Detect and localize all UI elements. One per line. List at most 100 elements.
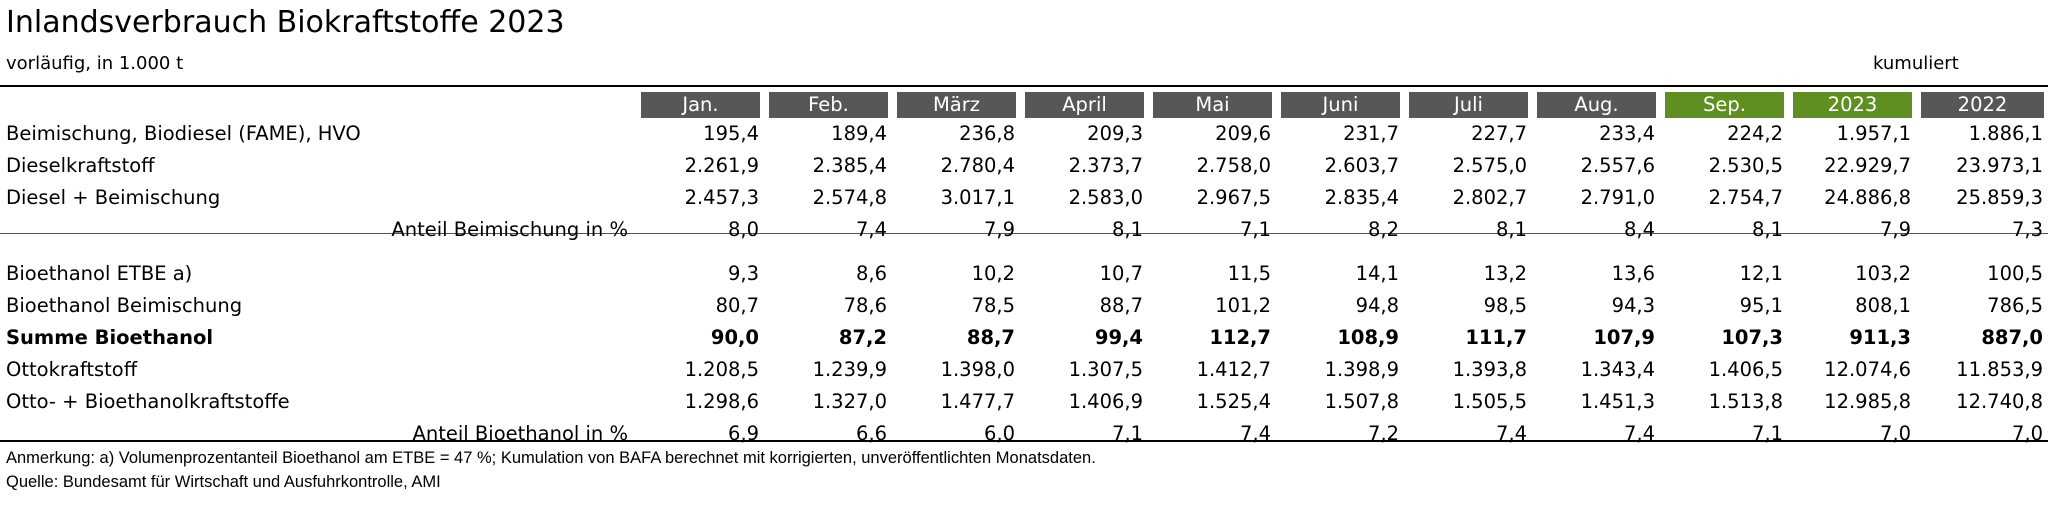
cell: 2.835,4 bbox=[1324, 186, 1399, 209]
cell: 7,3 bbox=[2011, 218, 2043, 241]
cell: 2.603,7 bbox=[1324, 154, 1399, 177]
cell: 7,4 bbox=[1239, 422, 1271, 445]
cell: 8,2 bbox=[1367, 218, 1399, 241]
spacer-cell bbox=[0, 246, 2048, 258]
cell: 7,4 bbox=[855, 218, 887, 241]
cell: 2.457,3 bbox=[684, 186, 759, 209]
table-row: Bioethanol ETBE a) 9,3 8,6 10,2 10,7 11,… bbox=[0, 258, 2048, 290]
cell: 1.398,0 bbox=[940, 358, 1015, 381]
header-label: 2022 bbox=[1921, 91, 2044, 118]
cell: 10,2 bbox=[971, 262, 1015, 285]
cell: 88,7 bbox=[966, 326, 1015, 349]
cell: 8,6 bbox=[855, 262, 887, 285]
cell: 8,1 bbox=[1751, 218, 1783, 241]
header-label: Juni bbox=[1281, 91, 1400, 118]
cell: 7,1 bbox=[1751, 422, 1783, 445]
cell: 107,9 bbox=[1593, 326, 1655, 349]
data-table: Jan. Feb. März April Mai Juni Juli Aug. … bbox=[0, 91, 2048, 450]
cell: 1.406,9 bbox=[1068, 390, 1143, 413]
row-label: Anteil Bioethanol in % bbox=[412, 422, 628, 445]
cell: 24.886,8 bbox=[1824, 186, 1911, 209]
cell: 233,4 bbox=[1599, 122, 1655, 145]
cell: 8,4 bbox=[1623, 218, 1655, 241]
row-label: Ottokraftstoff bbox=[6, 358, 138, 381]
row-label: Otto- + Bioethanolkraftstoffe bbox=[6, 390, 290, 413]
header-label: Aug. bbox=[1537, 91, 1656, 118]
row-label: Diesel + Beimischung bbox=[6, 186, 221, 209]
cell: 1.398,9 bbox=[1324, 358, 1399, 381]
cell: 2.261,9 bbox=[684, 154, 759, 177]
cell: 2.575,0 bbox=[1452, 154, 1527, 177]
cell: 2.583,0 bbox=[1068, 186, 1143, 209]
cell: 195,4 bbox=[703, 122, 759, 145]
cell: 87,2 bbox=[838, 326, 887, 349]
cell: 101,2 bbox=[1215, 294, 1271, 317]
header-sep: Sep. bbox=[1660, 91, 1788, 118]
cell: 1.525,4 bbox=[1196, 390, 1271, 413]
cell: 2.574,8 bbox=[812, 186, 887, 209]
cell: 189,4 bbox=[831, 122, 887, 145]
header-april: April bbox=[1020, 91, 1148, 118]
cell: 99,4 bbox=[1094, 326, 1143, 349]
cell: 1.886,1 bbox=[1968, 122, 2043, 145]
header-row: Jan. Feb. März April Mai Juni Juli Aug. … bbox=[0, 91, 2048, 118]
cell: 108,9 bbox=[1337, 326, 1399, 349]
header-label-cell bbox=[0, 91, 636, 118]
cell: 1.393,8 bbox=[1452, 358, 1527, 381]
cell: 10,7 bbox=[1099, 262, 1143, 285]
cell: 3.017,1 bbox=[940, 186, 1015, 209]
cell: 13,6 bbox=[1611, 262, 1655, 285]
cell: 95,1 bbox=[1739, 294, 1783, 317]
table-row: Ottokraftstoff 1.208,5 1.239,9 1.398,0 1… bbox=[0, 354, 2048, 386]
header-label: April bbox=[1025, 91, 1144, 118]
section-divider bbox=[0, 233, 2048, 234]
cell: 78,6 bbox=[843, 294, 887, 317]
cell: 6,0 bbox=[983, 422, 1015, 445]
cell: 1.298,6 bbox=[684, 390, 759, 413]
cell: 1.477,7 bbox=[940, 390, 1015, 413]
cell: 78,5 bbox=[971, 294, 1015, 317]
cell: 8,1 bbox=[1111, 218, 1143, 241]
cell: 1.406,5 bbox=[1708, 358, 1783, 381]
cell: 1.505,5 bbox=[1452, 390, 1527, 413]
cell: 1.343,4 bbox=[1580, 358, 1655, 381]
top-rule bbox=[0, 85, 2048, 87]
header-label: Jan. bbox=[641, 91, 760, 118]
row-label: Bioethanol ETBE a) bbox=[6, 262, 193, 285]
spacer-row bbox=[0, 246, 2048, 258]
row-label: Bioethanol Beimischung bbox=[6, 294, 243, 317]
cell: 1.307,5 bbox=[1068, 358, 1143, 381]
cell: 236,8 bbox=[959, 122, 1015, 145]
cell: 2.758,0 bbox=[1196, 154, 1271, 177]
page-title: Inlandsverbrauch Biokraftstoffe 2023 bbox=[6, 5, 565, 40]
cell: 8,0 bbox=[727, 218, 759, 241]
cell: 88,7 bbox=[1099, 294, 1143, 317]
cell: 7,4 bbox=[1495, 422, 1527, 445]
cell: 111,7 bbox=[1465, 326, 1527, 349]
cell: 22.929,7 bbox=[1824, 154, 1911, 177]
cell: 107,3 bbox=[1721, 326, 1783, 349]
subtitle: vorläufig, in 1.000 t bbox=[6, 53, 184, 74]
cell: 7,1 bbox=[1111, 422, 1143, 445]
cell: 7,0 bbox=[2011, 422, 2043, 445]
row-label: Beimischung, Biodiesel (FAME), HVO bbox=[6, 122, 361, 145]
cell: 7,1 bbox=[1239, 218, 1271, 241]
kumuliert-label: kumuliert bbox=[1873, 53, 1959, 74]
cell: 2.557,6 bbox=[1580, 154, 1655, 177]
cell: 1.412,7 bbox=[1196, 358, 1271, 381]
cell: 98,5 bbox=[1483, 294, 1527, 317]
source-note: Quelle: Bundesamt für Wirtschaft und Aus… bbox=[6, 473, 441, 491]
header-2022: 2022 bbox=[1916, 91, 2048, 118]
cell: 23.973,1 bbox=[1956, 154, 2043, 177]
footnote: Anmerkung: a) Volumenprozentanteil Bioet… bbox=[6, 449, 1096, 467]
cell: 2.530,5 bbox=[1708, 154, 1783, 177]
header-mai: Mai bbox=[1148, 91, 1276, 118]
cell: 7,2 bbox=[1367, 422, 1399, 445]
cell: 12.740,8 bbox=[1956, 390, 2043, 413]
cell: 14,1 bbox=[1355, 262, 1399, 285]
cell: 94,8 bbox=[1355, 294, 1399, 317]
cell: 12.985,8 bbox=[1824, 390, 1911, 413]
table-row: Beimischung, Biodiesel (FAME), HVO 195,4… bbox=[0, 118, 2048, 150]
header-feb: Feb. bbox=[764, 91, 892, 118]
header-label: Feb. bbox=[769, 91, 888, 118]
